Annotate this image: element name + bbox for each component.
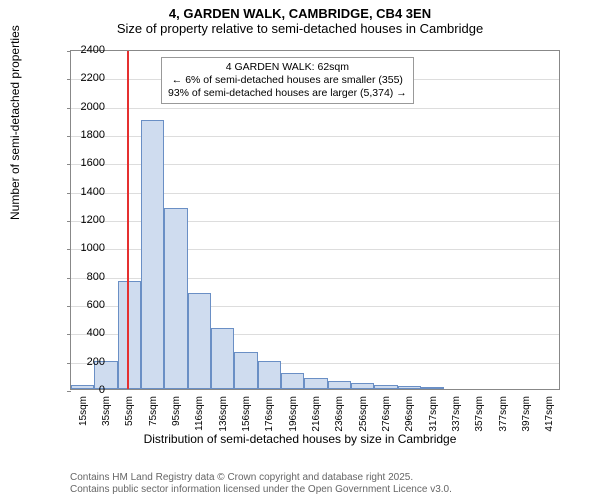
histogram-bar (351, 383, 374, 389)
xtick-label: 236sqm (334, 396, 345, 432)
histogram-bar (211, 328, 234, 389)
ytick-label: 800 (65, 271, 105, 283)
histogram-bar (258, 361, 281, 389)
xtick-label: 317sqm (428, 396, 439, 432)
xtick-label: 357sqm (474, 396, 485, 432)
annotation-line2: ← 6% of semi-detached houses are smaller… (168, 74, 407, 87)
xtick-label: 156sqm (241, 396, 252, 432)
xtick-label: 256sqm (358, 396, 369, 432)
annotation-line1: 4 GARDEN WALK: 62sqm (168, 61, 407, 74)
ytick-label: 2400 (65, 44, 105, 56)
footer-attribution: Contains HM Land Registry data © Crown c… (70, 472, 452, 496)
histogram-bar (421, 387, 444, 389)
xtick-label: 75sqm (148, 396, 159, 426)
xtick-label: 116sqm (194, 396, 205, 431)
histogram-bar (141, 120, 164, 389)
histogram-bar (328, 381, 351, 389)
ytick-label: 1200 (65, 214, 105, 226)
xtick-label: 377sqm (498, 396, 509, 432)
chart-title-line2: Size of property relative to semi-detach… (0, 21, 600, 40)
ytick-label: 1800 (65, 129, 105, 141)
histogram-bar (234, 352, 257, 389)
xtick-label: 216sqm (311, 396, 322, 432)
xtick-label: 276sqm (381, 396, 392, 432)
histogram-bar (118, 281, 141, 389)
histogram-bar (188, 293, 211, 389)
histogram-bar (304, 378, 327, 389)
gridline (71, 108, 559, 109)
histogram-bar (374, 385, 397, 389)
xtick-label: 15sqm (78, 396, 89, 426)
y-axis-label: Number of semi-detached properties (8, 25, 22, 220)
ytick-label: 400 (65, 327, 105, 339)
xtick-label: 95sqm (171, 396, 182, 426)
x-axis-label: Distribution of semi-detached houses by … (0, 432, 600, 446)
xtick-label: 296sqm (404, 396, 415, 432)
ytick-label: 1000 (65, 242, 105, 254)
xtick-label: 176sqm (264, 396, 275, 432)
ytick-label: 1600 (65, 157, 105, 169)
histogram-bar (398, 386, 421, 389)
histogram-bar (281, 373, 304, 389)
xtick-label: 417sqm (544, 396, 555, 432)
xtick-label: 55sqm (124, 396, 135, 426)
ytick-label: 1400 (65, 186, 105, 198)
ytick-label: 2000 (65, 101, 105, 113)
marker-line (127, 51, 129, 389)
ytick-label: 0 (65, 384, 105, 396)
histogram-bar (164, 208, 187, 389)
ytick-label: 200 (65, 356, 105, 368)
ytick-label: 2200 (65, 72, 105, 84)
annotation-box: 4 GARDEN WALK: 62sqm← 6% of semi-detache… (161, 57, 414, 104)
xtick-label: 337sqm (451, 396, 462, 432)
chart-plot-area: 4 GARDEN WALK: 62sqm← 6% of semi-detache… (70, 50, 560, 390)
xtick-label: 35sqm (101, 396, 112, 426)
annotation-line3: 93% of semi-detached houses are larger (… (168, 87, 407, 100)
xtick-label: 136sqm (218, 396, 229, 432)
footer-line1: Contains HM Land Registry data © Crown c… (70, 472, 452, 484)
footer-line2: Contains public sector information licen… (70, 484, 452, 496)
xtick-label: 196sqm (288, 396, 299, 432)
xtick-label: 397sqm (521, 396, 532, 432)
ytick-label: 600 (65, 299, 105, 311)
chart-title-line1: 4, GARDEN WALK, CAMBRIDGE, CB4 3EN (0, 0, 600, 21)
